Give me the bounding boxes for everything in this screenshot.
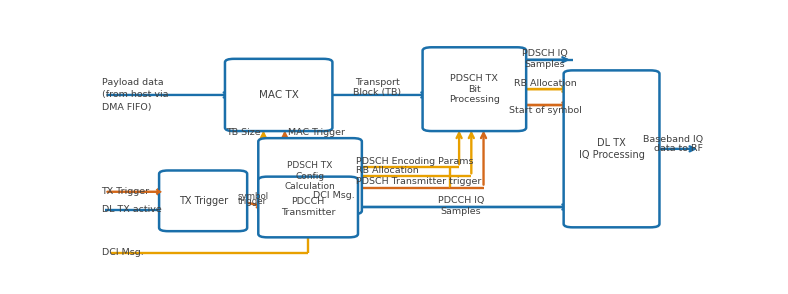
- Text: Baseband IQ: Baseband IQ: [643, 135, 703, 144]
- Text: symbol: symbol: [237, 192, 268, 201]
- Text: Payload data: Payload data: [102, 78, 163, 87]
- FancyBboxPatch shape: [258, 138, 362, 214]
- Text: MAC TX: MAC TX: [258, 90, 299, 100]
- Text: TX Trigger: TX Trigger: [102, 187, 150, 196]
- Text: RB Allocation: RB Allocation: [355, 166, 418, 175]
- Text: Start of symbol: Start of symbol: [508, 106, 582, 115]
- Text: PDSCH TX
Bit
Processing: PDSCH TX Bit Processing: [449, 74, 500, 104]
- Text: Block (TB): Block (TB): [354, 88, 402, 97]
- Text: RB Allocation: RB Allocation: [514, 79, 576, 88]
- FancyBboxPatch shape: [563, 70, 660, 227]
- Text: (from host via: (from host via: [102, 91, 168, 99]
- Text: DL TX active: DL TX active: [102, 206, 162, 214]
- FancyBboxPatch shape: [258, 177, 358, 237]
- FancyBboxPatch shape: [159, 171, 247, 231]
- Text: trigger: trigger: [238, 197, 267, 206]
- Text: Samples: Samples: [525, 60, 565, 69]
- Text: PDCCH IQ: PDCCH IQ: [437, 196, 484, 205]
- Text: DCI Msg.: DCI Msg.: [313, 191, 355, 200]
- Text: PDCCH
Transmitter: PDCCH Transmitter: [281, 197, 336, 217]
- Text: PDSCH TX
Config
Calculation: PDSCH TX Config Calculation: [284, 161, 336, 191]
- Text: Samples: Samples: [440, 208, 481, 216]
- Text: PDSCH IQ: PDSCH IQ: [522, 49, 568, 58]
- Text: TB Size: TB Size: [225, 128, 260, 137]
- Text: DMA FIFO): DMA FIFO): [102, 103, 151, 112]
- FancyBboxPatch shape: [422, 47, 526, 131]
- Text: data to RF: data to RF: [654, 144, 703, 153]
- Text: TX Trigger: TX Trigger: [179, 196, 228, 206]
- Text: DL TX
IQ Processing: DL TX IQ Processing: [578, 138, 645, 160]
- Text: DCI Msg.: DCI Msg.: [102, 248, 143, 257]
- FancyBboxPatch shape: [225, 59, 333, 131]
- Text: PDSCH Encoding Params: PDSCH Encoding Params: [355, 157, 474, 166]
- Text: MAC Trigger: MAC Trigger: [288, 128, 345, 137]
- Text: Transport: Transport: [355, 78, 400, 87]
- Text: PDSCH Transmitter trigger: PDSCH Transmitter trigger: [355, 177, 481, 186]
